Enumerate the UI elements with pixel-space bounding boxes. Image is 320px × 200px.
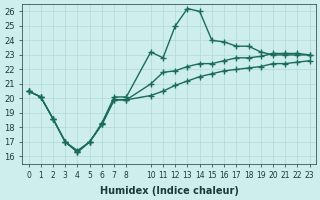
X-axis label: Humidex (Indice chaleur): Humidex (Indice chaleur) xyxy=(100,186,239,196)
